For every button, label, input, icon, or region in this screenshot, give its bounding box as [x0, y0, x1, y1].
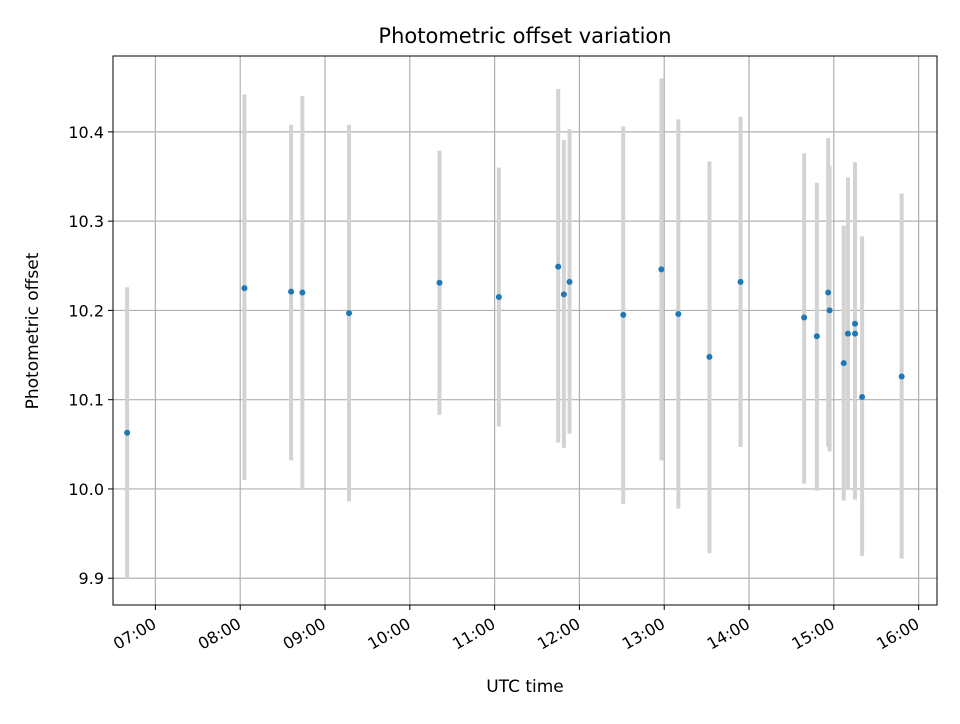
plot-frame [112, 55, 938, 606]
grid-layer [113, 56, 937, 605]
data-point [825, 289, 832, 296]
data-point [852, 330, 859, 337]
data-point [288, 288, 295, 295]
data-point [737, 278, 744, 285]
y-axis-label: Photometric offset [23, 252, 43, 409]
data-point [844, 330, 851, 337]
point-layer [124, 263, 905, 436]
data-point [658, 266, 665, 273]
data-point [346, 310, 353, 317]
data-point [620, 311, 627, 318]
x-axis-label: UTC time [486, 677, 564, 697]
data-point [859, 394, 866, 401]
data-point [706, 353, 713, 360]
data-point [898, 373, 905, 380]
data-point [852, 320, 859, 327]
y-tick-label: 10.1 [68, 391, 104, 410]
data-point [560, 291, 567, 298]
data-point [124, 429, 131, 436]
data-point [241, 285, 248, 292]
y-tick-label: 9.9 [79, 569, 104, 588]
data-point [840, 360, 847, 367]
y-tick-label: 10.3 [68, 212, 104, 231]
data-point [495, 294, 502, 301]
y-tick-label: 10.2 [68, 301, 104, 320]
chart-title: Photometric offset variation [378, 24, 671, 48]
y-tick-label: 10.4 [68, 123, 104, 142]
data-point [555, 263, 562, 270]
data-point [299, 289, 306, 296]
data-point [566, 278, 573, 285]
data-point [675, 310, 682, 317]
data-point [436, 279, 443, 286]
data-point [826, 307, 833, 314]
data-point [801, 314, 808, 321]
y-tick-label: 10.0 [68, 480, 104, 499]
data-point [813, 333, 820, 340]
